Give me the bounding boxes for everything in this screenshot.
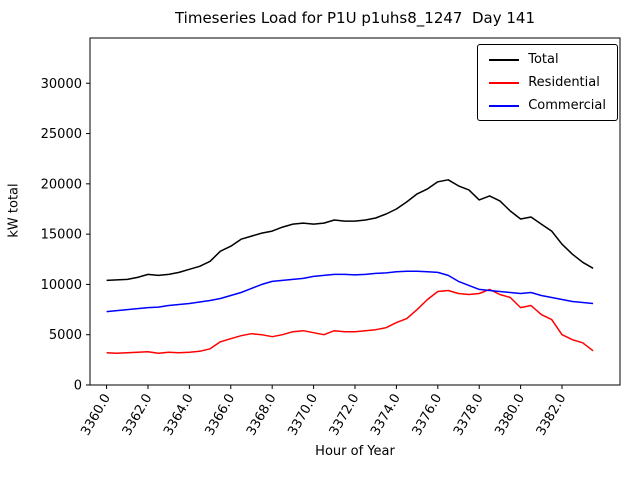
x-axis-label: Hour of Year — [315, 444, 395, 459]
series-line-commercial — [106, 270, 594, 313]
legend-entry-residential: Residential — [489, 75, 606, 90]
x-tick-label: 3382.0 — [534, 392, 570, 439]
legend-label-total: Total — [528, 52, 559, 67]
y-tick-label: 0 — [74, 379, 82, 394]
series-line-total — [106, 179, 594, 282]
y-axis-label: kW total — [6, 183, 22, 238]
legend-label-residential: Residential — [528, 75, 600, 90]
total-line-swatch — [489, 58, 520, 61]
legend: Total Residential Commercial — [477, 44, 618, 121]
chart-title: Timeseries Load for P1U p1uhs8_1247 Day … — [174, 9, 536, 27]
y-tick-label: 10000 — [41, 278, 82, 293]
x-tick-label: 3374.0 — [368, 392, 404, 439]
x-tick-label: 3378.0 — [451, 392, 487, 439]
x-tick-label: 3370.0 — [285, 392, 321, 439]
y-tick-label: 15000 — [41, 228, 82, 243]
x-tick-label: 3362.0 — [120, 392, 156, 439]
y-tick-label: 5000 — [49, 328, 82, 343]
x-tick-label: 3372.0 — [327, 392, 363, 439]
series-line-residential — [106, 288, 594, 355]
x-tick-label: 3366.0 — [203, 392, 239, 439]
x-tick-label: 3380.0 — [492, 392, 528, 439]
x-tick-label: 3364.0 — [161, 392, 197, 439]
y-tick-label: 30000 — [41, 77, 82, 92]
x-tick-label: 3368.0 — [244, 392, 280, 439]
legend-label-commercial: Commercial — [528, 98, 606, 113]
legend-entry-commercial: Commercial — [489, 98, 606, 113]
residential-line-swatch — [489, 81, 520, 84]
y-tick-label: 25000 — [41, 127, 82, 142]
commercial-line-swatch — [489, 104, 520, 107]
y-tick-label: 20000 — [41, 177, 82, 192]
legend-entry-total: Total — [489, 52, 606, 67]
x-tick-label: 3360.0 — [78, 392, 114, 439]
x-tick-label: 3376.0 — [410, 392, 446, 439]
